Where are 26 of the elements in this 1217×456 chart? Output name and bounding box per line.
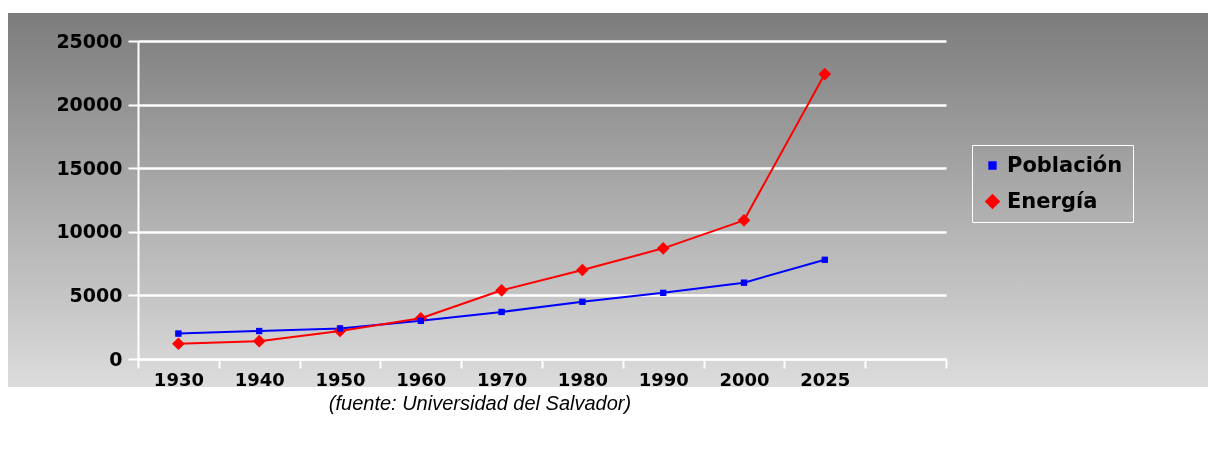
y-tick-label: 0 xyxy=(109,347,123,370)
x-tick-label: 1940 xyxy=(234,368,285,390)
legend-label: Energía xyxy=(1007,188,1098,213)
point xyxy=(656,242,670,255)
text: (fuente: Universidad del Salvador) xyxy=(327,392,633,415)
point xyxy=(172,337,185,351)
point xyxy=(737,214,751,227)
x-tick-label: 1950 xyxy=(315,368,366,390)
point xyxy=(495,283,508,297)
y-tick-label: 20000 xyxy=(56,93,123,116)
y-tick-label: 25000 xyxy=(56,29,123,52)
x-tick-label: 1960 xyxy=(396,368,447,390)
point xyxy=(175,330,182,337)
y-tick-label: 15000 xyxy=(56,156,123,179)
x-tick-label: 1980 xyxy=(557,368,608,390)
x-tick-label: 1990 xyxy=(638,368,689,390)
x-tick-label: 1930 xyxy=(153,368,204,390)
point xyxy=(818,67,832,81)
y-tick-label: 5000 xyxy=(69,283,123,306)
point xyxy=(576,263,589,277)
x-tick-label: 1970 xyxy=(477,368,528,390)
x-tick-label: 2025 xyxy=(800,368,851,390)
x-tick-label: 2000 xyxy=(719,368,770,390)
legend-label: Población xyxy=(1007,152,1123,177)
y-tick-label: 10000 xyxy=(56,220,123,243)
point xyxy=(252,334,266,348)
